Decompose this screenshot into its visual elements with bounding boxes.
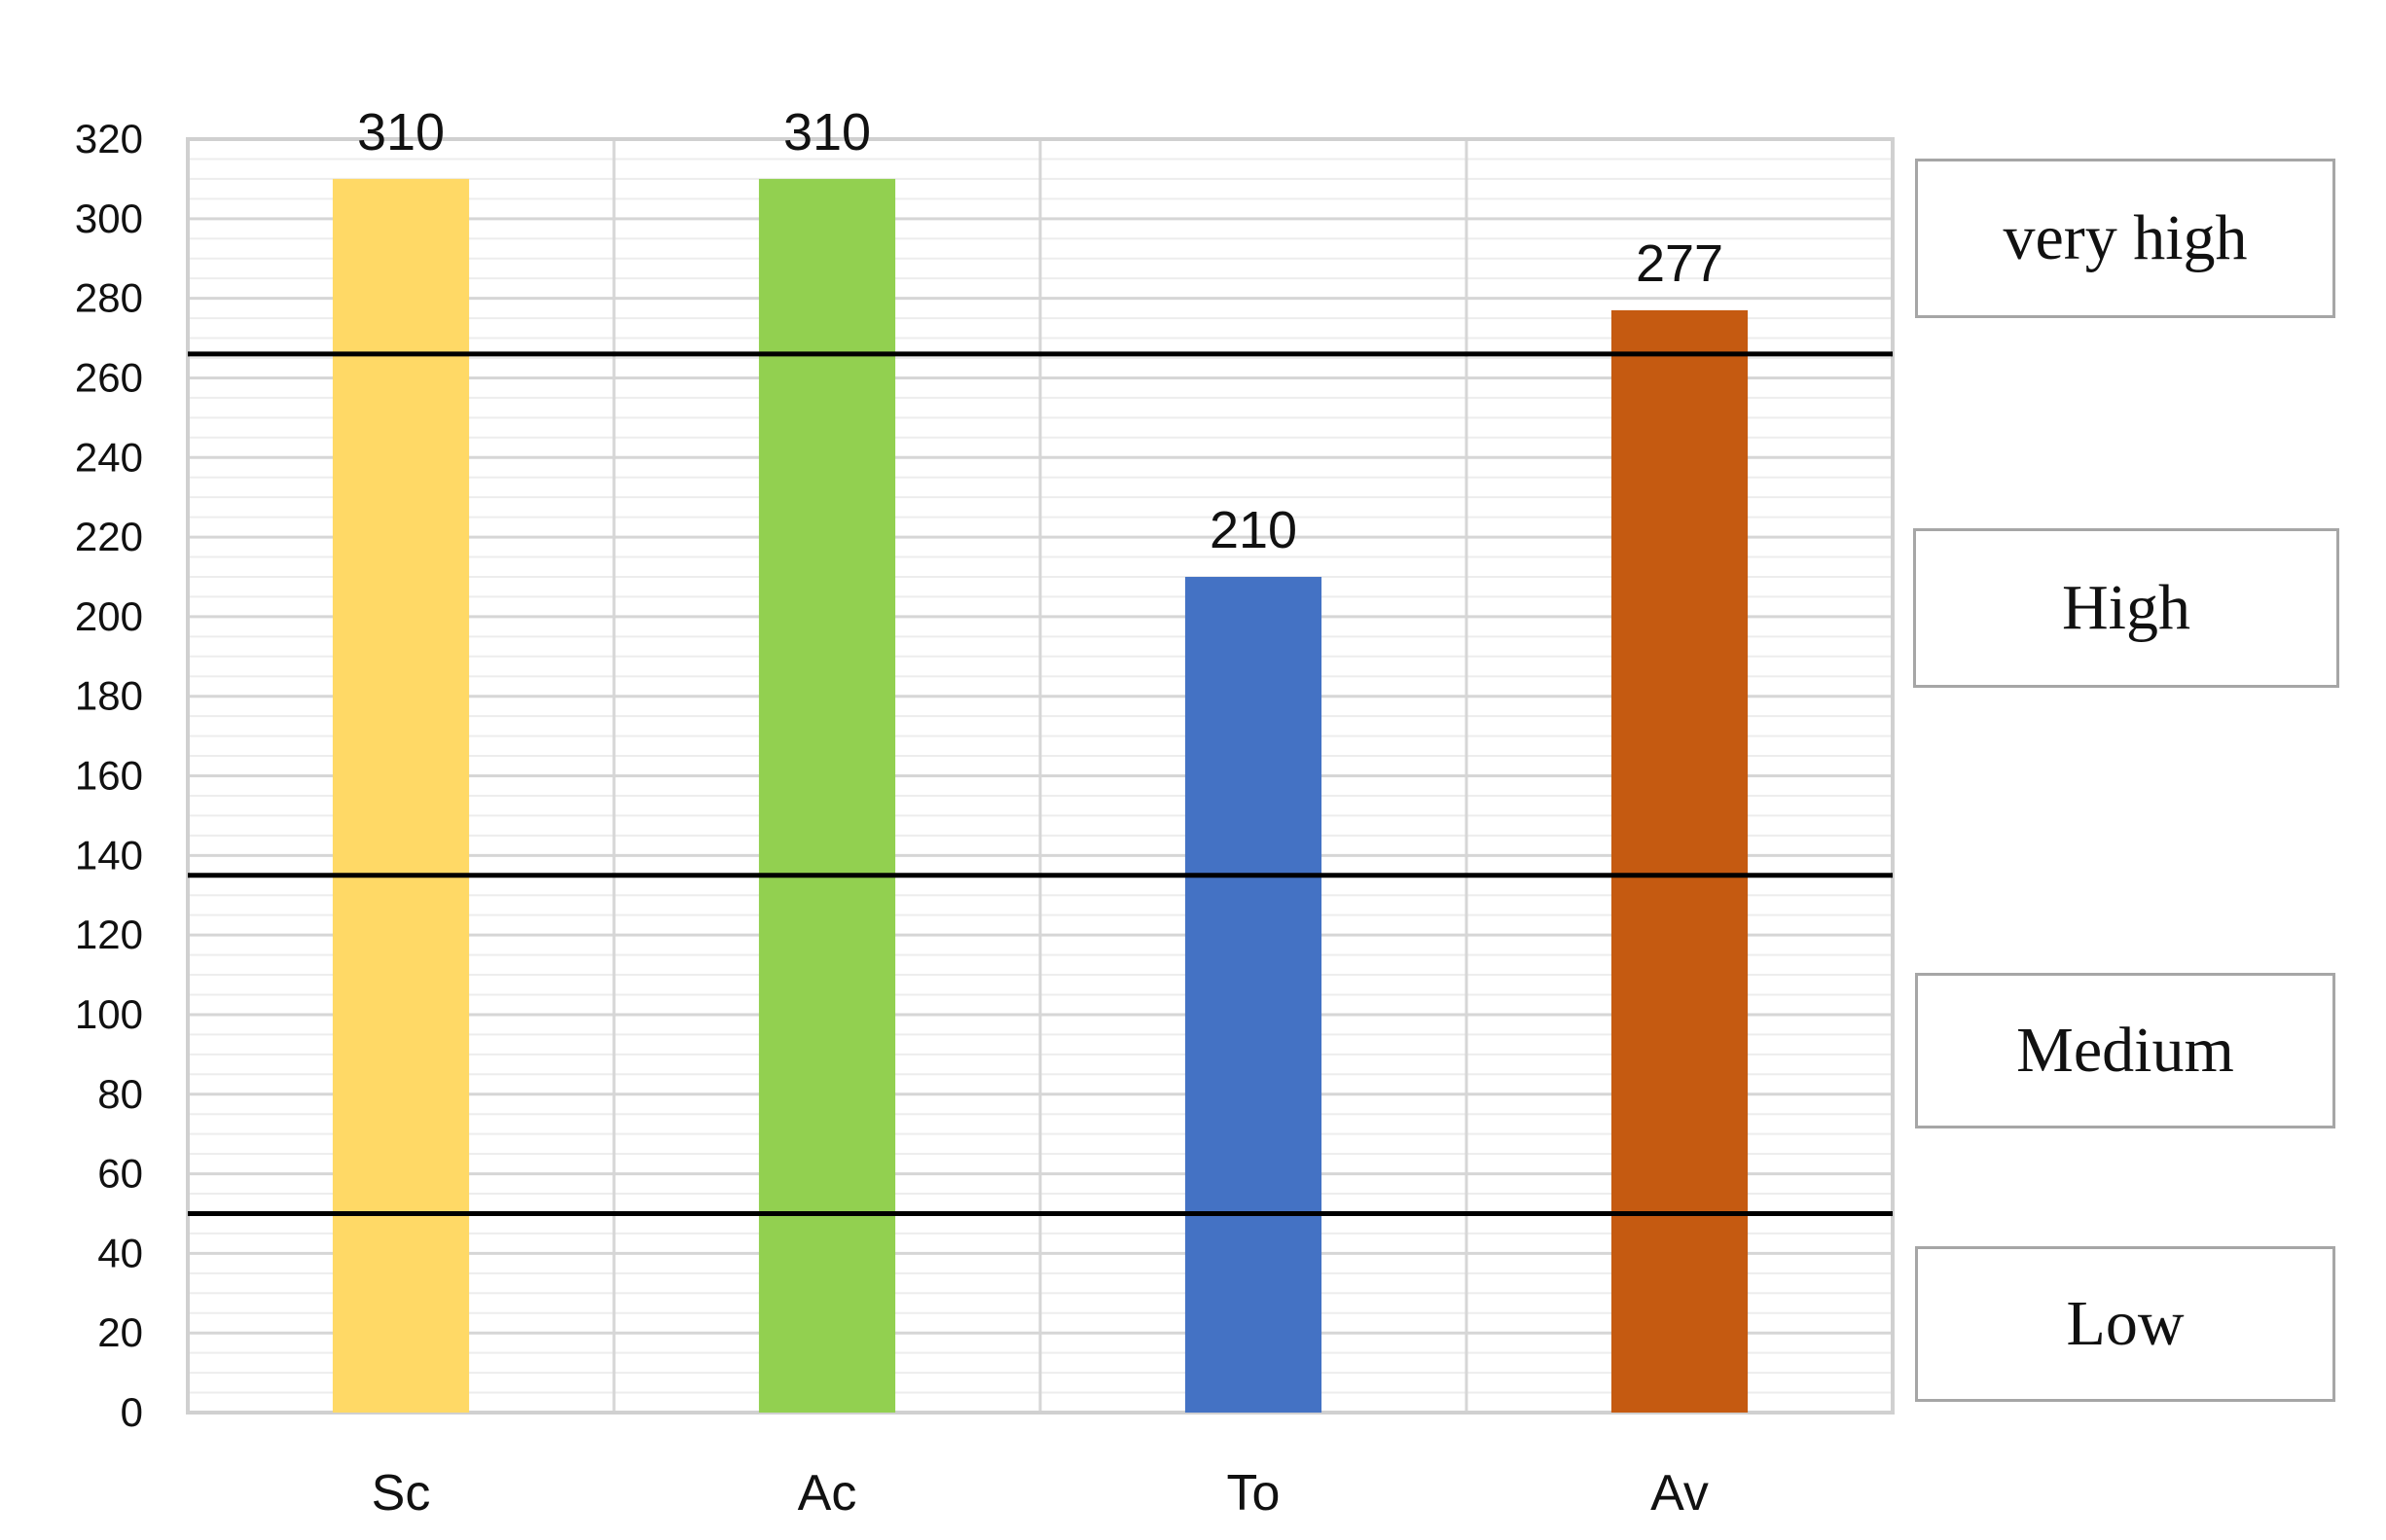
value-label-to: 210 (1210, 501, 1297, 559)
bar-series (332, 178, 1749, 1414)
bar-av (1610, 309, 1749, 1414)
y-tick-label: 180 (75, 673, 143, 719)
x-tick-label-to: To (1227, 1465, 1281, 1522)
plot-area-frame (186, 137, 1895, 1415)
y-tick-label: 140 (75, 832, 143, 877)
bar-to (1184, 576, 1322, 1413)
y-tick-label: 300 (75, 196, 143, 241)
bar-ac (758, 178, 896, 1413)
y-tick-label: 200 (75, 593, 143, 639)
x-tick-label-av: Av (1650, 1465, 1709, 1522)
y-tick-label: 220 (75, 514, 143, 559)
y-tick-label: 40 (97, 1230, 143, 1275)
y-tick-label: 120 (75, 912, 143, 957)
y-tick-label: 80 (97, 1071, 143, 1117)
x-axis-category-labels: Sc Ac To Av (372, 1465, 1709, 1522)
value-label-sc: 310 (357, 103, 445, 161)
vertical-gridlines (612, 139, 1468, 1413)
y-tick-label: 320 (75, 116, 143, 161)
x-tick-label-ac: Ac (798, 1465, 857, 1522)
level-label-high: High (1913, 528, 2339, 688)
y-tick-label: 280 (75, 275, 143, 321)
y-tick-label: 20 (97, 1309, 143, 1355)
threshold-lines (188, 351, 1893, 1216)
value-label-av: 277 (1636, 234, 1723, 293)
bar-sc (332, 178, 470, 1413)
x-tick-label-sc: Sc (372, 1465, 431, 1522)
y-tick-label: 100 (75, 991, 143, 1037)
y-tick-label: 60 (97, 1151, 143, 1197)
y-tick-label: 160 (75, 753, 143, 799)
level-label-low: Low (1915, 1246, 2335, 1402)
y-tick-label: 260 (75, 354, 143, 400)
level-label-very-high: very high (1915, 159, 2335, 318)
value-label-ac: 310 (783, 103, 871, 161)
y-tick-label: 0 (121, 1389, 143, 1435)
bar-value-labels: 310 310 210 277 (357, 103, 1723, 559)
level-label-medium: Medium (1915, 973, 2335, 1128)
y-axis-tick-labels: 0 20 40 60 80 100 120 140 160 180 200 220 240 260 280 3… (75, 116, 143, 1435)
y-tick-label: 240 (75, 434, 143, 480)
